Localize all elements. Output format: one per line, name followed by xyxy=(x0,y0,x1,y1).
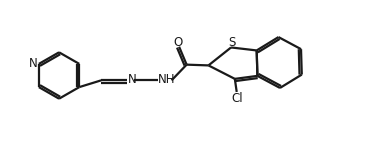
Text: N: N xyxy=(29,57,38,70)
Text: Cl: Cl xyxy=(231,92,243,105)
Text: O: O xyxy=(174,36,183,49)
Text: N: N xyxy=(127,73,136,86)
Text: S: S xyxy=(229,36,236,49)
Text: NH: NH xyxy=(158,73,175,86)
